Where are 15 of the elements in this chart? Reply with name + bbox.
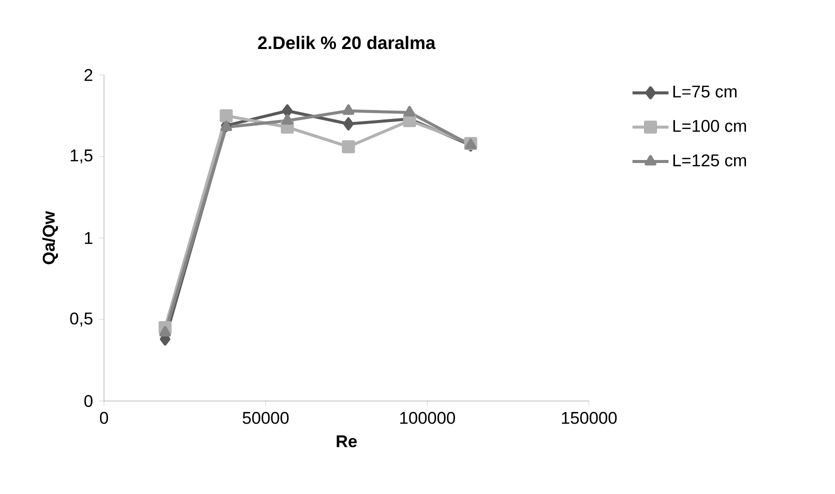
x-tick-label: 100000 — [400, 412, 456, 424]
y-tick-label: 0,5 — [70, 312, 92, 327]
x-tick-label: 0 — [100, 412, 108, 424]
legend-label: L=75 cm — [673, 86, 737, 98]
x-axis-title: Re — [336, 435, 357, 448]
x-tick-label: 50000 — [242, 412, 289, 424]
y-tick-label: 2 — [84, 69, 92, 81]
legend-label: L=100 cm — [673, 120, 746, 132]
y-tick-label: 1,5 — [70, 150, 92, 164]
y-tick-label: 1 — [84, 232, 92, 244]
y-tick-label: 0 — [84, 394, 92, 408]
y-axis-title: Qa/Qw — [42, 211, 58, 264]
chart-title: 2.Delik % 20 daralma — [258, 36, 436, 50]
legend-label: L=125 cm — [673, 154, 746, 166]
x-tick-label: 150000 — [562, 412, 617, 424]
